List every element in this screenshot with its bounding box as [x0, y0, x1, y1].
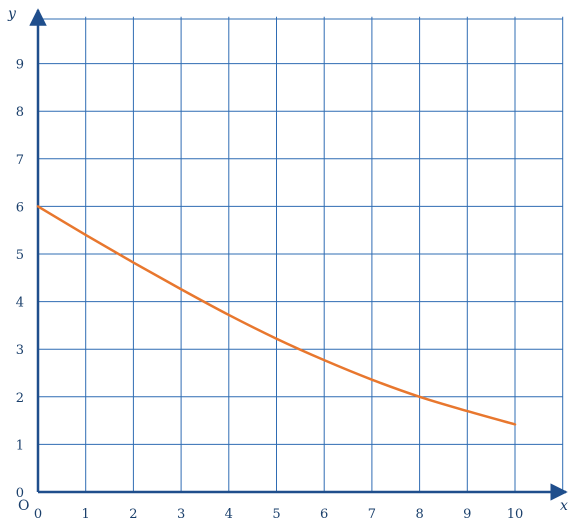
x-tick-label: 2 — [129, 507, 137, 522]
tick-labels: 0 1 2 3 4 5 6 7 8 9 10 0 1 2 3 4 5 6 7 8 9 — [16, 58, 524, 522]
y-tick-label: 1 — [16, 438, 24, 453]
y-tick-label: 0 — [16, 486, 24, 501]
y-tick-label: 5 — [16, 248, 24, 263]
x-tick-label: 6 — [320, 507, 328, 522]
y-tick-label: 3 — [16, 343, 24, 358]
x-tick-label: 10 — [507, 507, 524, 522]
x-tick-label: 1 — [82, 507, 90, 522]
grid — [38, 16, 564, 492]
x-axis-label: x — [560, 498, 568, 514]
axes — [29, 8, 568, 501]
y-tick-label: 4 — [16, 296, 24, 311]
x-tick-label: 3 — [177, 507, 185, 522]
x-tick-label: 9 — [463, 507, 471, 522]
y-tick-label: 2 — [16, 391, 24, 406]
y-tick-label: 8 — [16, 105, 24, 120]
y-axis-label: y — [7, 6, 17, 22]
x-tick-label: 7 — [368, 507, 376, 522]
x-tick-label: 0 — [34, 507, 42, 522]
x-tick-label: 4 — [225, 507, 233, 522]
y-tick-label: 9 — [16, 58, 24, 73]
origin-label: O — [18, 498, 29, 514]
series-line — [36, 205, 517, 426]
y-tick-label: 6 — [16, 200, 24, 215]
series-group — [36, 205, 517, 426]
x-tick-label: 8 — [415, 507, 423, 522]
y-tick-label: 7 — [16, 153, 24, 168]
x-tick-label: 5 — [272, 507, 280, 522]
